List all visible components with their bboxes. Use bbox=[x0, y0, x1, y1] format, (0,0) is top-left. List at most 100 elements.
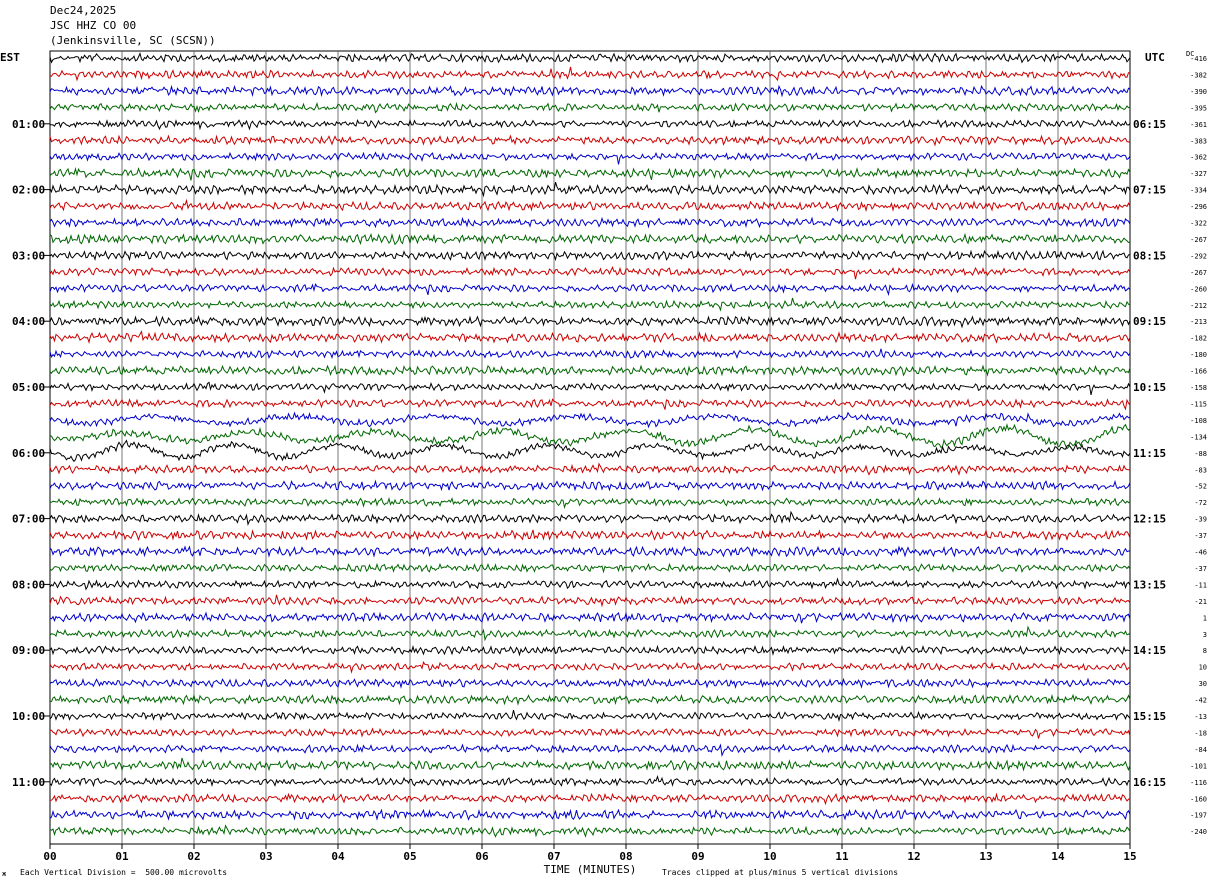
right-timezone-label: UTC bbox=[1145, 51, 1165, 64]
x-tick-label: 01 bbox=[115, 850, 129, 863]
right-hour-label: 09:15 bbox=[1133, 315, 1166, 328]
right-hour-label: 07:15 bbox=[1133, 184, 1166, 197]
seismic-trace bbox=[49, 727, 1131, 739]
seismic-trace bbox=[49, 198, 1131, 213]
seismic-trace bbox=[49, 660, 1131, 674]
seismic-trace bbox=[49, 808, 1131, 821]
seismic-trace bbox=[49, 398, 1131, 411]
station-code: JSC HHZ CO 00 bbox=[50, 19, 137, 32]
dc-offset-value: -83 bbox=[1194, 466, 1207, 474]
seismic-trace bbox=[49, 644, 1131, 657]
right-hour-label: 12:15 bbox=[1133, 513, 1166, 526]
dc-offset-value: -21 bbox=[1194, 598, 1207, 606]
x-tick-label: 13 bbox=[979, 850, 992, 863]
seismic-trace bbox=[49, 182, 1131, 198]
dc-offset-value: -267 bbox=[1190, 269, 1207, 277]
seismic-trace bbox=[49, 479, 1131, 492]
dc-offset-value: -267 bbox=[1190, 236, 1207, 244]
dc-offset-value: -382 bbox=[1190, 71, 1207, 79]
seismic-trace bbox=[49, 232, 1131, 246]
seismic-trace bbox=[49, 562, 1131, 574]
seismic-trace bbox=[49, 545, 1131, 558]
seismic-trace bbox=[49, 824, 1131, 838]
dc-offset-value: 30 bbox=[1199, 680, 1207, 688]
left-hour-label: 09:00 bbox=[12, 644, 45, 657]
x-tick-label: 12 bbox=[907, 850, 920, 863]
dc-offset-value: -116 bbox=[1190, 779, 1207, 787]
dc-offset-value: 3 bbox=[1203, 631, 1207, 639]
seismic-trace bbox=[49, 101, 1131, 114]
dc-offset-value: -292 bbox=[1190, 252, 1207, 260]
seismic-trace bbox=[49, 709, 1131, 723]
right-hour-label: 13:15 bbox=[1133, 578, 1166, 591]
dc-offset-value: -395 bbox=[1190, 104, 1207, 112]
dc-offset-header: DC bbox=[1186, 50, 1195, 58]
seismic-trace bbox=[49, 743, 1131, 758]
seismic-trace bbox=[49, 381, 1131, 396]
dc-offset-value: -334 bbox=[1190, 187, 1207, 195]
seismic-trace bbox=[49, 364, 1131, 377]
x-tick-label: 10 bbox=[763, 850, 776, 863]
plot-frame bbox=[49, 50, 1131, 845]
dc-offset-value: -11 bbox=[1194, 581, 1207, 589]
dc-offset-value: -52 bbox=[1194, 483, 1207, 491]
dc-offset-value: -37 bbox=[1194, 565, 1207, 573]
seismic-trace bbox=[49, 792, 1131, 806]
dc-offset-value: -182 bbox=[1190, 335, 1207, 343]
seismic-trace bbox=[49, 315, 1131, 329]
seismic-trace bbox=[49, 611, 1131, 624]
dc-offset-value: -46 bbox=[1194, 549, 1207, 557]
vertical-scale-note: Each Vertical Division = 500.00 microvol… bbox=[20, 868, 228, 877]
seismic-trace bbox=[49, 297, 1131, 312]
dc-offset-value: -322 bbox=[1190, 220, 1207, 228]
seismic-trace bbox=[49, 249, 1131, 262]
left-hour-label: 10:00 bbox=[12, 710, 45, 723]
left-timezone-label: EST bbox=[0, 51, 20, 64]
x-tick-label: 15 bbox=[1123, 850, 1136, 863]
left-hour-label: 03:00 bbox=[12, 249, 45, 262]
x-tick-label: 08 bbox=[619, 850, 632, 863]
seismic-trace bbox=[49, 422, 1131, 450]
dc-offset-value: -88 bbox=[1194, 450, 1207, 458]
clipping-note: Traces clipped at plus/minus 5 vertical … bbox=[662, 868, 899, 877]
seismic-trace bbox=[49, 594, 1131, 608]
right-hour-label: 11:15 bbox=[1133, 447, 1166, 460]
dc-offset-value: -134 bbox=[1190, 433, 1207, 441]
dc-offset-value: -42 bbox=[1194, 697, 1207, 705]
dc-offset-value: -296 bbox=[1190, 203, 1207, 211]
dc-offset-value: -197 bbox=[1190, 812, 1207, 820]
seismic-trace bbox=[49, 774, 1131, 788]
dc-offset-value: -166 bbox=[1190, 368, 1207, 376]
dc-offset-value: 1 bbox=[1203, 614, 1207, 622]
dc-offset-value: -115 bbox=[1190, 400, 1207, 408]
dc-offset-value: -383 bbox=[1190, 137, 1207, 145]
left-hour-label: 02:00 bbox=[12, 184, 45, 197]
seismic-trace bbox=[49, 577, 1131, 591]
left-hour-label: 08:00 bbox=[12, 578, 45, 591]
dc-offset-value: -13 bbox=[1194, 713, 1207, 721]
left-hour-label: 01:00 bbox=[12, 118, 45, 131]
record-date: Dec24,2025 bbox=[50, 4, 117, 17]
dc-offset-value: -101 bbox=[1190, 762, 1207, 770]
seismic-trace bbox=[49, 757, 1131, 772]
seismic-trace bbox=[49, 151, 1131, 165]
dc-offset-value: -327 bbox=[1190, 170, 1207, 178]
seismic-trace bbox=[49, 496, 1131, 510]
seismic-trace bbox=[49, 625, 1131, 642]
dc-offset-value: -18 bbox=[1194, 729, 1207, 737]
dc-offset-value: -180 bbox=[1190, 351, 1207, 359]
dc-offset-value: -158 bbox=[1190, 384, 1207, 392]
right-hour-label: 14:15 bbox=[1133, 644, 1166, 657]
right-hour-label: 10:15 bbox=[1133, 381, 1166, 394]
dc-offset-value: 8 bbox=[1203, 647, 1207, 655]
seismic-trace bbox=[49, 348, 1131, 360]
x-tick-label: 11 bbox=[835, 850, 849, 863]
x-tick-label: 06 bbox=[475, 850, 489, 863]
seismic-trace bbox=[49, 216, 1131, 229]
seismic-trace bbox=[49, 265, 1131, 280]
dc-offset-value: -160 bbox=[1190, 795, 1207, 803]
station-location: (Jenkinsville, SC (SCSN)) bbox=[50, 34, 216, 47]
dc-offset-value: -72 bbox=[1194, 499, 1207, 507]
x-tick-label: 14 bbox=[1051, 850, 1065, 863]
